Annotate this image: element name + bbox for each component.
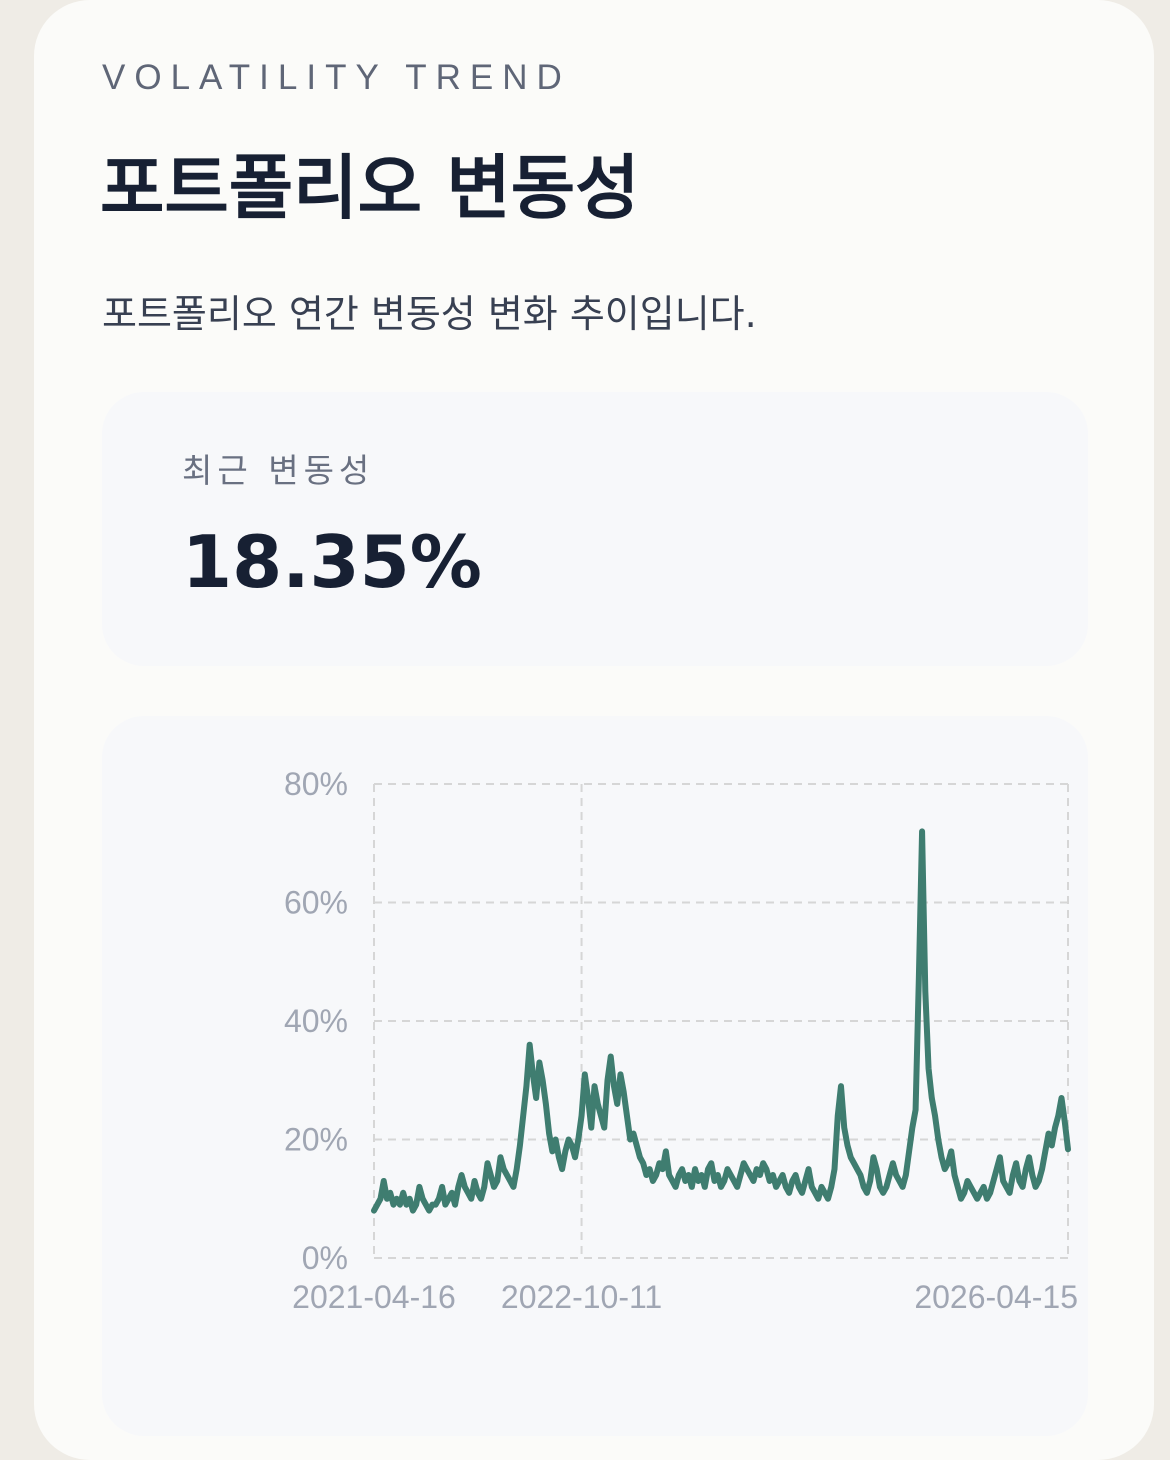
page-subtitle: 포트폴리오 연간 변동성 변화 추이입니다. bbox=[102, 292, 757, 336]
metric-label: 최근 변동성 bbox=[182, 451, 375, 490]
y-tick-label: 20% bbox=[284, 1122, 348, 1158]
volatility-card: VOLATILITY TREND 포트폴리오 변동성 포트폴리오 연간 변동성 … bbox=[34, 0, 1154, 1460]
section-eyebrow: VOLATILITY TREND bbox=[102, 58, 571, 97]
x-tick-label: 2022-10-11 bbox=[501, 1279, 662, 1315]
x-tick-label: 2026-04-15 bbox=[914, 1279, 1078, 1315]
chart-card: 0% 20% 40% 60% 80% 2021-04-16 2022-10-11 2026-0… bbox=[102, 716, 1088, 1436]
y-tick-label: 80% bbox=[284, 766, 348, 802]
recent-volatility-card: 최근 변동성 18.35% bbox=[102, 392, 1088, 666]
y-tick-label: 60% bbox=[284, 885, 348, 921]
x-tick-label: 2021-04-16 bbox=[292, 1279, 456, 1315]
y-tick-label: 0% bbox=[302, 1240, 348, 1276]
series-line bbox=[371, 828, 1071, 1214]
metric-value: 18.35% bbox=[182, 520, 482, 604]
page-title: 포트폴리오 변동성 bbox=[100, 147, 640, 229]
y-tick-label: 40% bbox=[284, 1003, 348, 1039]
volatility-line-chart: 0% 20% 40% 60% 80% 2021-04-16 2022-10-11 2026-0… bbox=[284, 766, 1078, 1315]
